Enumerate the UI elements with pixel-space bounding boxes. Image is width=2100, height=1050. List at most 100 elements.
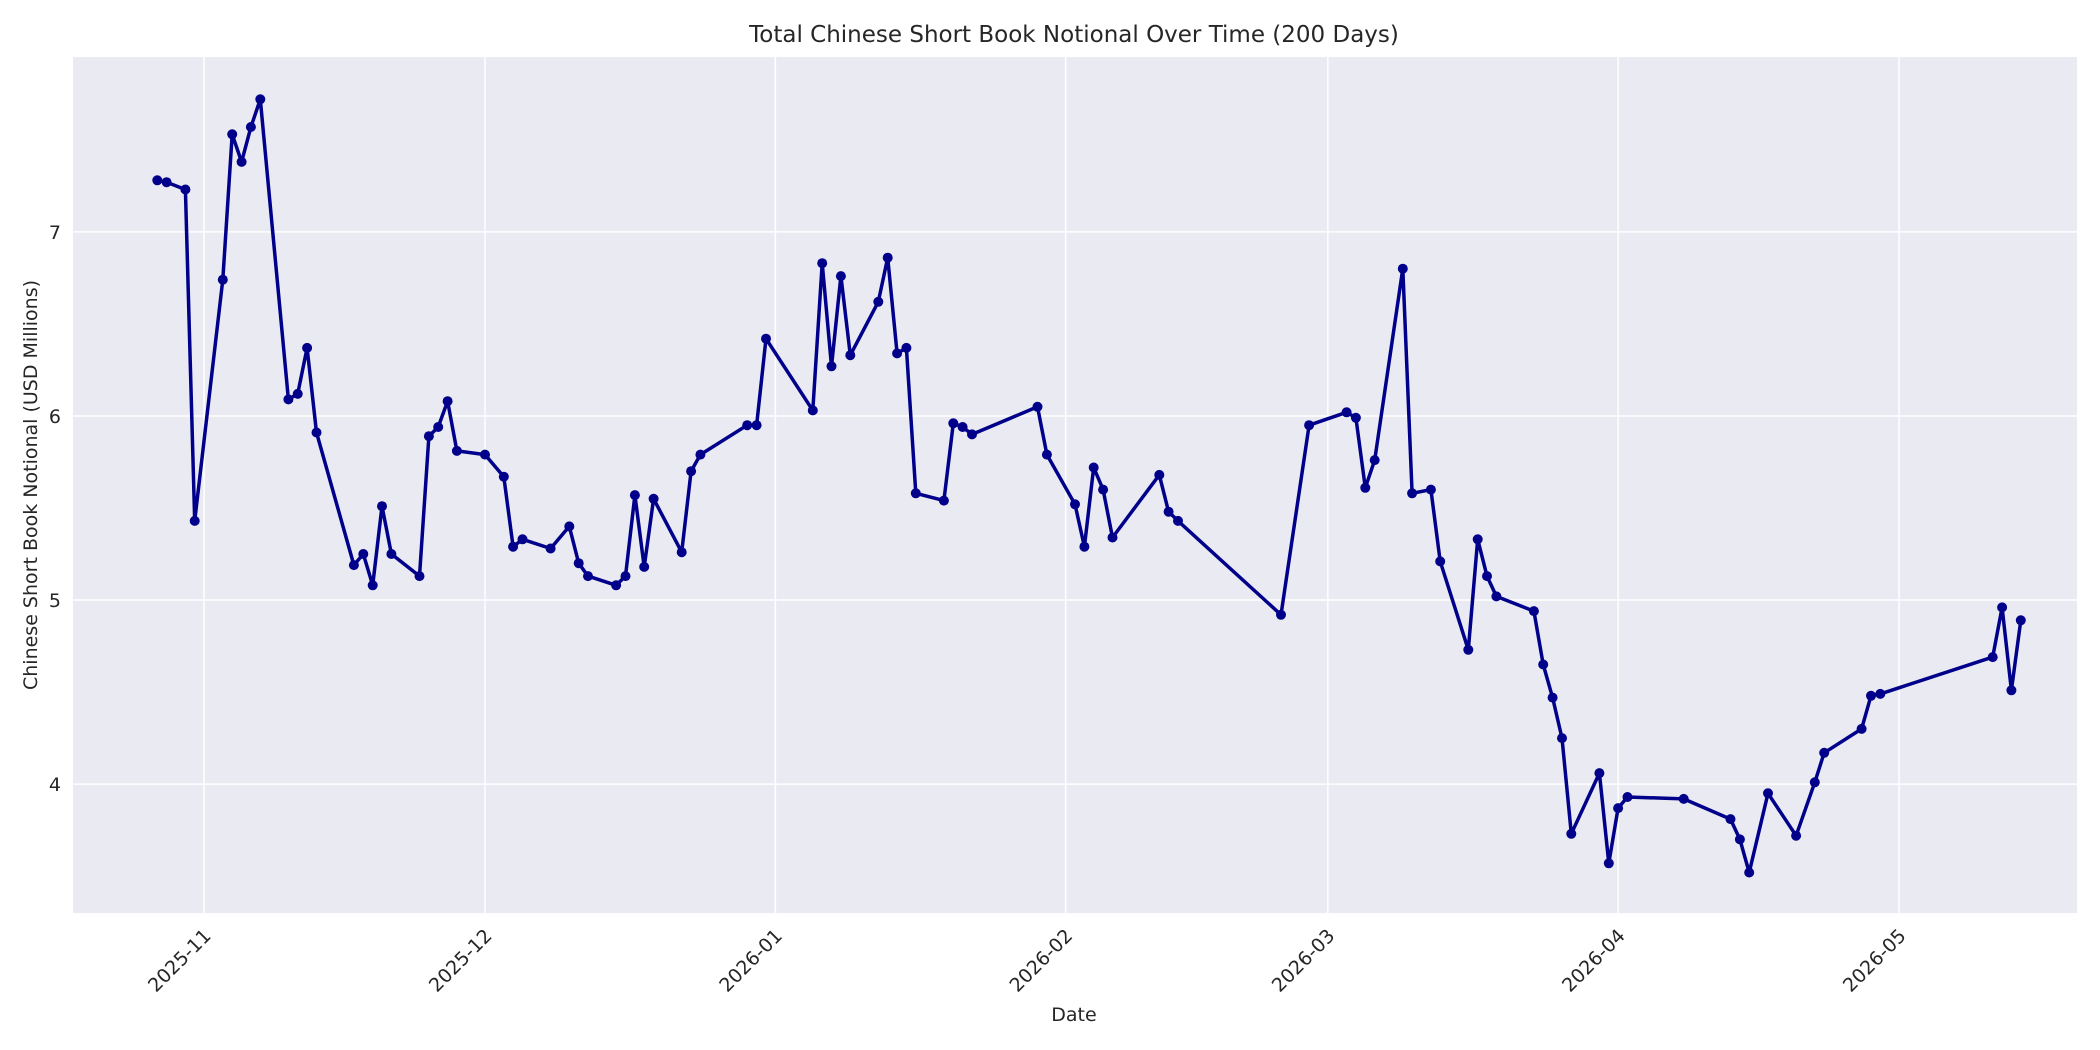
data-point [873,296,884,307]
data-point [807,405,818,416]
data-point [1407,488,1418,499]
data-point [845,350,856,361]
data-point [1603,858,1614,869]
data-point [1482,571,1492,582]
data-point [1397,263,1408,274]
data-point [180,184,191,195]
data-point [1744,867,1755,878]
data-point [1594,768,1605,779]
data-point [1875,688,1886,699]
data-point [892,348,903,359]
data-point [1538,659,1549,670]
y-tick-label: 7 [49,222,61,244]
grid-lines [73,57,2077,913]
data-point [1341,407,1352,418]
data-point [564,521,575,532]
data-point [302,342,313,353]
data-point [1856,723,1867,734]
data-point [611,580,622,591]
data-point [245,122,256,132]
data-point [1791,830,1802,841]
data-point [695,449,706,460]
data-point [1173,515,1183,526]
data-point [152,175,163,186]
data-point [835,271,846,282]
data-point [573,558,584,569]
data-point [1154,469,1165,480]
data-point [414,571,425,582]
y-tick-label: 6 [49,406,61,428]
x-tick-label: 2026-04 [1558,925,1630,997]
y-tick-label: 4 [49,774,61,796]
data-point [901,342,912,353]
data-point [957,422,968,432]
data-point [1163,506,1174,517]
x-tick-label: 2026-02 [1005,925,1077,997]
x-tick-label: 2026-03 [1268,925,1340,997]
data-point [1276,609,1286,620]
data-point [442,396,453,407]
series-markers [152,94,2026,878]
data-point [236,156,247,167]
data-point [1360,482,1371,493]
data-point [1809,777,1820,788]
series-line [156,97,2023,875]
data-point [1304,420,1315,431]
x-tick-label: 2025-11 [144,925,216,997]
data-point [292,388,303,399]
data-point [583,571,593,582]
data-point [639,561,650,572]
data-point [1425,484,1436,495]
data-point [826,361,837,372]
data-point [1472,534,1483,545]
data-point [1819,747,1830,758]
data-point [2006,685,2017,696]
data-point [451,445,462,456]
data-point [648,493,659,504]
data-point [1463,644,1474,655]
data-point [967,429,977,440]
data-point [423,431,434,442]
data-point [358,549,369,559]
data-point [761,333,771,344]
data-point [189,515,200,526]
data-point [686,466,697,477]
data-point [1032,401,1043,412]
data-point [1350,412,1361,423]
data-point [377,501,387,512]
data-point [1547,692,1558,703]
data-point [620,571,631,582]
data-point [386,549,397,559]
x-tick-label: 2025-12 [425,925,497,997]
data-point [1763,788,1773,799]
data-point [311,427,322,438]
data-point [1678,793,1689,804]
data-point [742,420,753,431]
data-point [751,420,762,431]
data-point [1041,449,1052,460]
data-point [217,274,228,285]
data-point [508,541,519,552]
data-point [255,94,266,105]
x-tick-label: 2026-01 [715,925,787,997]
data-point [1098,484,1109,495]
data-point [910,488,921,499]
data-point [367,580,378,591]
data-point [1107,532,1118,543]
data-point [676,547,687,558]
x-tick-label: 2026-05 [1839,925,1911,997]
data-point [1613,803,1624,814]
data-point [1557,733,1567,744]
data-point [1369,455,1380,466]
data-point [1566,828,1577,839]
chart-title: Total Chinese Short Book Notional Over T… [748,22,1399,48]
data-point [283,394,294,405]
data-point [348,560,359,571]
x-axis: 2025-11 2025-12 2026-01 2026-02 2026-03 2026-… [144,925,1911,997]
data-point [1866,690,1876,701]
data-point [1725,814,1736,825]
data-point [882,252,893,263]
plot-area [73,57,2077,913]
data-point [1987,652,1998,663]
